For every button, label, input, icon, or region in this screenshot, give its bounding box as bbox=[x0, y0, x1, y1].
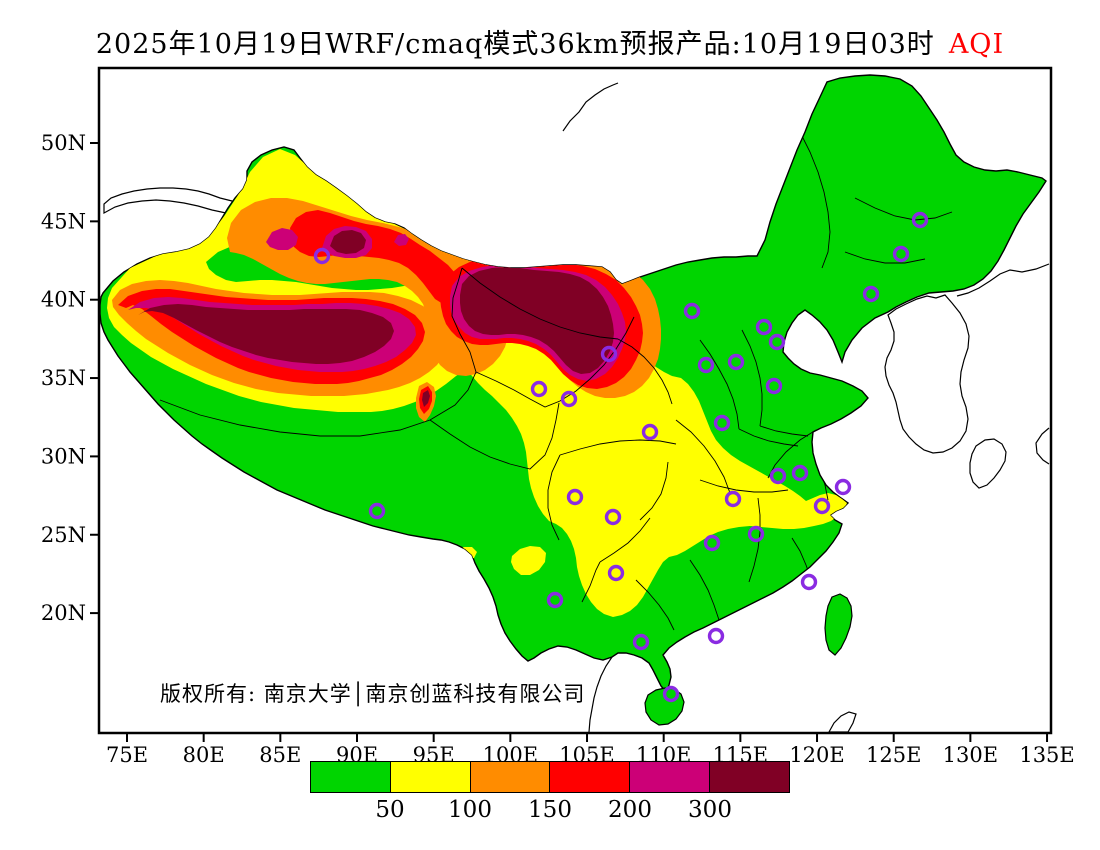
legend-threshold-label: 150 bbox=[528, 797, 572, 823]
legend-colorbar bbox=[310, 761, 790, 793]
russia-coast bbox=[956, 263, 1050, 297]
taiwan-island bbox=[824, 593, 853, 656]
city-marker bbox=[530, 380, 548, 398]
aqi-contour-layers bbox=[107, 111, 953, 631]
contour-yellow-yunnan bbox=[511, 546, 546, 575]
lat-tick-label: 35N bbox=[41, 366, 86, 390]
city-marker bbox=[862, 285, 880, 303]
city-marker bbox=[560, 390, 578, 408]
city-marker bbox=[747, 525, 765, 543]
city-marker bbox=[765, 377, 783, 395]
city-marker bbox=[632, 633, 650, 651]
legend-swatch bbox=[390, 762, 471, 792]
lon-tick-label: 75E bbox=[106, 743, 148, 767]
lon-tick-label: 130E bbox=[943, 743, 998, 767]
city-marker bbox=[368, 502, 386, 520]
lon-tick-label: 125E bbox=[866, 743, 921, 767]
green-shanxi-tongue bbox=[655, 337, 684, 377]
city-marker bbox=[600, 345, 618, 363]
legend-swatch bbox=[630, 762, 711, 792]
city-marker bbox=[892, 245, 910, 263]
city-marker bbox=[641, 423, 659, 441]
contour-maroon-tarim bbox=[138, 304, 394, 364]
city-marker bbox=[813, 497, 831, 515]
page-title: 2025年10月19日WRF/cmaq模式36km预报产品:10月19日03时 A… bbox=[0, 22, 1100, 61]
legend-threshold-label: 100 bbox=[448, 797, 492, 823]
city-marker bbox=[727, 353, 745, 371]
aqi-legend: 50 100 150 200 300 bbox=[310, 761, 790, 823]
legend-swatch bbox=[550, 762, 631, 792]
city-marker bbox=[911, 211, 929, 229]
lat-tick-label: 25N bbox=[41, 523, 86, 547]
lat-tick-label: 30N bbox=[41, 444, 86, 468]
city-marker bbox=[755, 318, 773, 336]
city-marker bbox=[800, 573, 818, 591]
lat-tick-label: 50N bbox=[41, 131, 86, 155]
lat-tick-label: 40N bbox=[41, 288, 86, 312]
city-marker bbox=[607, 564, 625, 582]
contour-maroon-nband bbox=[330, 230, 366, 254]
legend-threshold-label: 300 bbox=[688, 797, 732, 823]
city-marker bbox=[724, 490, 742, 508]
lat-tick-label: 45N bbox=[41, 209, 86, 233]
lat-tick-label: 20N bbox=[41, 601, 86, 625]
lon-tick-label: 80E bbox=[183, 743, 225, 767]
city-marker bbox=[769, 467, 787, 485]
amur-river-line bbox=[562, 82, 619, 132]
city-marker bbox=[683, 302, 701, 320]
province-boundaries bbox=[159, 111, 953, 631]
legend-threshold-label: 50 bbox=[375, 797, 405, 823]
kyushu-japan bbox=[969, 438, 1007, 489]
city-marker bbox=[662, 685, 680, 703]
contour-maroon-qinghai bbox=[422, 390, 430, 407]
legend-threshold-label: 200 bbox=[608, 797, 652, 823]
city-marker bbox=[713, 414, 731, 432]
city-markers bbox=[313, 211, 929, 703]
neighbor-coastlines bbox=[103, 82, 1050, 733]
city-marker bbox=[546, 591, 564, 609]
city-marker bbox=[703, 534, 721, 552]
contour-magenta-nband-west bbox=[266, 228, 298, 250]
title-text: 2025年10月19日WRF/cmaq模式36km预报产品:10月19日03时 bbox=[95, 29, 935, 60]
city-marker bbox=[604, 508, 622, 526]
city-marker bbox=[707, 627, 725, 645]
city-marker bbox=[313, 247, 331, 265]
lon-tick-label: 120E bbox=[789, 743, 844, 767]
city-marker bbox=[834, 478, 852, 496]
lon-tick-label: 85E bbox=[259, 743, 301, 767]
honshu-fragment bbox=[1035, 427, 1050, 465]
legend-swatch bbox=[710, 762, 789, 792]
title-variable-aqi: AQI bbox=[948, 29, 1005, 60]
lon-tick-label: 135E bbox=[1019, 743, 1074, 767]
luzon-fragment bbox=[827, 711, 857, 733]
korea-peninsula bbox=[884, 294, 970, 454]
legend-swatch bbox=[470, 762, 551, 792]
map-frame bbox=[97, 66, 1053, 735]
city-marker bbox=[791, 464, 809, 482]
city-marker bbox=[697, 356, 715, 374]
city-marker bbox=[566, 488, 584, 506]
vietnam-coast bbox=[588, 656, 613, 733]
contour-maroon-alxa bbox=[460, 267, 614, 374]
contour-magenta-nband-east bbox=[394, 234, 409, 246]
copyright-text: 版权所有: 南京大学│南京创蓝科技有限公司 bbox=[160, 682, 586, 706]
legend-swatch bbox=[311, 762, 391, 792]
city-marker bbox=[768, 333, 786, 351]
